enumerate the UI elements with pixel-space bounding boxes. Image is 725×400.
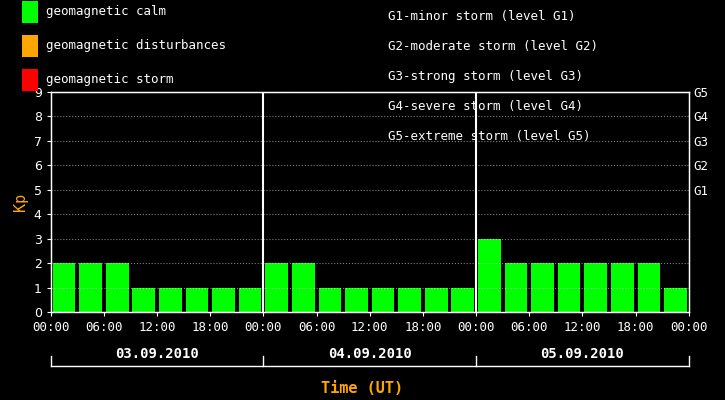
Bar [584,263,607,312]
Text: geomagnetic storm: geomagnetic storm [46,74,174,86]
Bar [664,288,687,312]
Text: 04.09.2010: 04.09.2010 [328,347,412,361]
Text: 03.09.2010: 03.09.2010 [115,347,199,361]
Text: 05.09.2010: 05.09.2010 [541,347,624,361]
Bar [425,288,447,312]
Text: geomagnetic disturbances: geomagnetic disturbances [46,40,226,52]
Text: geomagnetic calm: geomagnetic calm [46,6,167,18]
Bar [133,288,155,312]
Bar [159,288,182,312]
Bar [345,288,368,312]
Bar [531,263,554,312]
Bar [239,288,262,312]
Bar [53,263,75,312]
Bar [106,263,128,312]
Bar [265,263,288,312]
Text: G1-minor storm (level G1): G1-minor storm (level G1) [388,10,576,23]
Bar [478,239,501,312]
Bar [611,263,634,312]
Bar [372,288,394,312]
Text: G5-extreme storm (level G5): G5-extreme storm (level G5) [388,130,590,143]
Bar [79,263,102,312]
Text: G3-strong storm (level G3): G3-strong storm (level G3) [388,70,583,83]
Bar [292,263,315,312]
Bar [212,288,235,312]
Text: Time (UT): Time (UT) [321,381,404,396]
Y-axis label: Kp: Kp [13,193,28,211]
Bar [505,263,527,312]
Text: G4-severe storm (level G4): G4-severe storm (level G4) [388,100,583,113]
Bar [186,288,208,312]
Bar [452,288,474,312]
Bar [318,288,341,312]
Bar [637,263,660,312]
Bar [558,263,581,312]
Text: G2-moderate storm (level G2): G2-moderate storm (level G2) [388,40,598,53]
Bar [398,288,421,312]
